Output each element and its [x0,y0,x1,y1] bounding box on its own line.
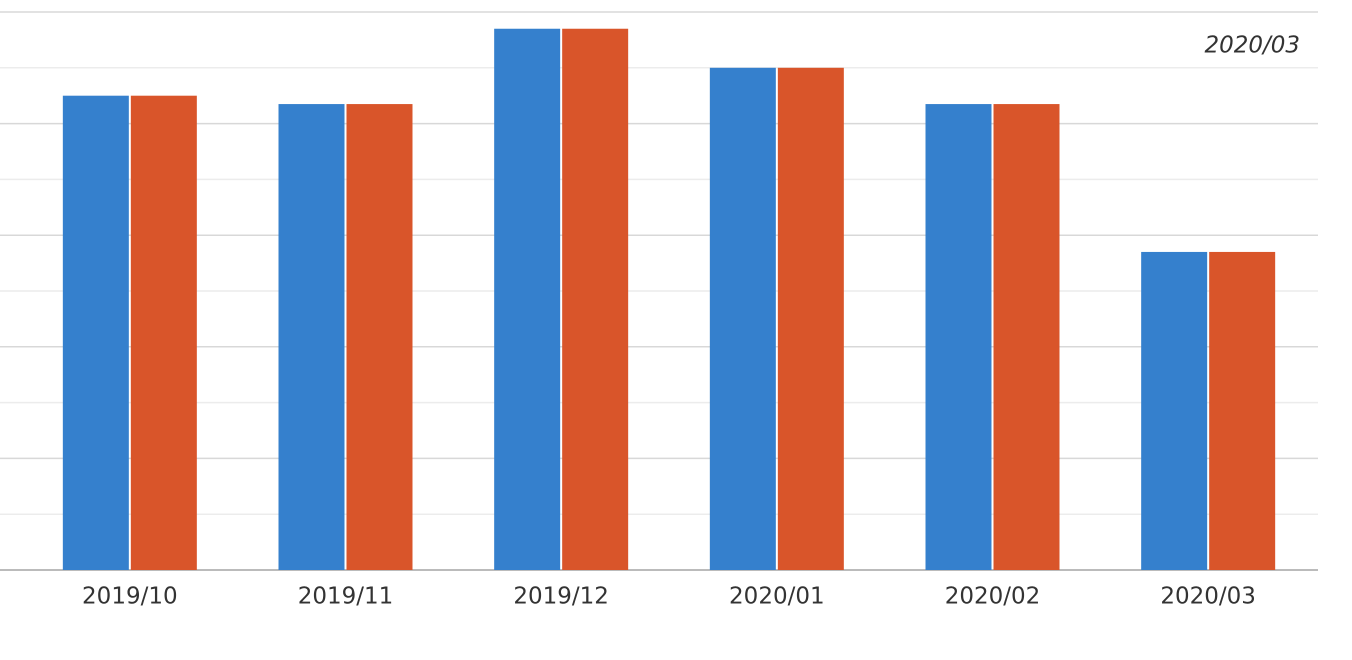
annotation: 2020/03 [1204,33,1300,59]
bar [494,28,561,571]
bar [1209,251,1276,570]
bar [346,104,413,570]
bar [993,104,1060,570]
bar [777,67,844,571]
x-tick-label: 2020/02 [945,584,1041,610]
x-tick-label: 2020/03 [1160,584,1256,610]
bar [562,28,629,571]
bar [1141,251,1208,570]
x-tick-label: 2020/01 [729,584,825,610]
bar [130,95,197,570]
x-tick-label: 2019/11 [298,584,394,610]
bar [925,104,992,570]
bar [278,104,345,570]
x-tick-label: 2019/12 [513,584,609,610]
x-tick-label: 2019/10 [82,584,178,610]
bar [62,95,129,570]
bar [709,67,776,571]
